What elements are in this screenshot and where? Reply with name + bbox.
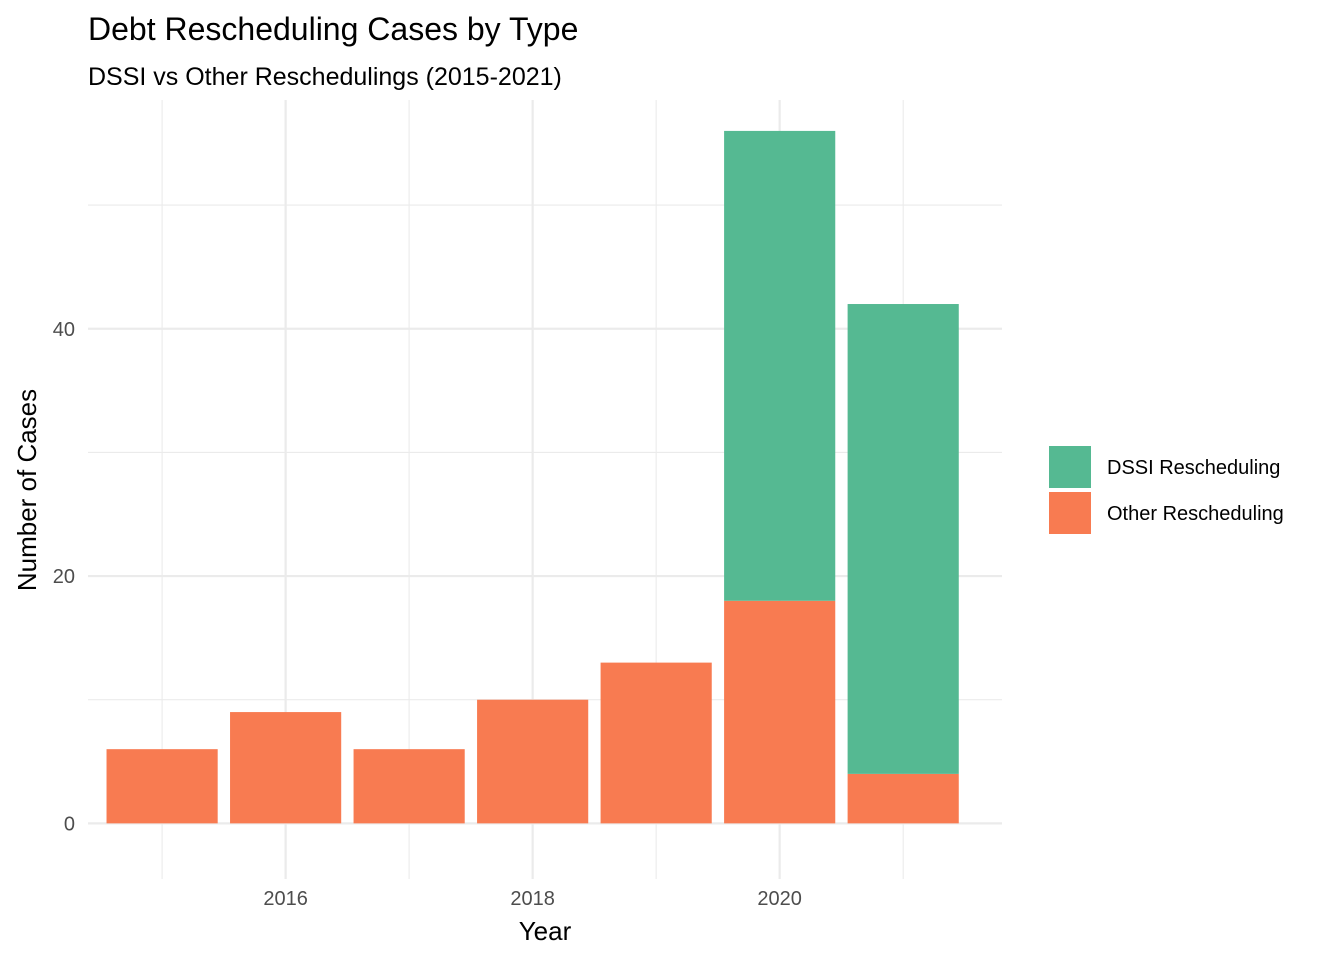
y-tick-label: 0 [64,813,75,835]
y-axis-title: Number of Cases [12,389,42,591]
bar-other-rescheduling-2021 [847,773,959,824]
bar-other-rescheduling-2018 [477,699,589,824]
y-tick-label: 20 [53,566,75,588]
bar-other-rescheduling-2017 [353,749,465,824]
bar-dssi-rescheduling-2020 [724,130,836,601]
bar-other-rescheduling-2019 [600,662,712,824]
chart-title: Debt Rescheduling Cases by Type [88,11,578,47]
bars-layer [106,130,959,824]
bar-other-rescheduling-2015 [106,749,218,824]
x-tick-label: 2018 [510,888,555,910]
legend-key-other-rescheduling [1049,492,1091,534]
legend-key-dssi-rescheduling [1049,446,1091,488]
legend-label: DSSI Rescheduling [1107,457,1280,479]
ticks-layer: 0 20 40 2016 2018 2020 [53,319,802,910]
chart-subtitle: DSSI vs Other Reschedulings (2015-2021) [88,63,562,91]
x-axis-title: Year [519,916,572,946]
bar-other-rescheduling-2020 [724,600,836,824]
bar-other-rescheduling-2016 [230,712,342,824]
bar-dssi-rescheduling-2021 [847,304,959,774]
x-tick-label: 2020 [757,888,802,910]
legend: DSSI Rescheduling Other Rescheduling [1049,446,1284,534]
legend-label: Other Rescheduling [1107,503,1284,525]
y-tick-label: 40 [53,319,75,341]
x-tick-label: 2016 [263,888,308,910]
